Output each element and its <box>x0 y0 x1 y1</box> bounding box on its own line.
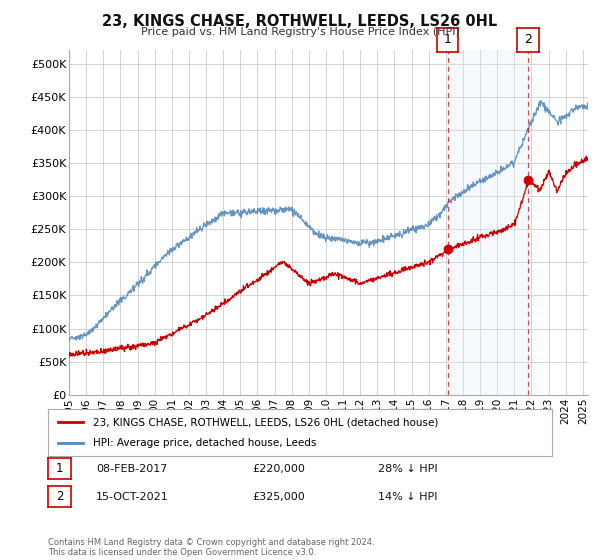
Text: 23, KINGS CHASE, ROTHWELL, LEEDS, LS26 0HL (detached house): 23, KINGS CHASE, ROTHWELL, LEEDS, LS26 0… <box>94 417 439 427</box>
Text: 2: 2 <box>524 33 532 46</box>
Text: 08-FEB-2017: 08-FEB-2017 <box>96 464 167 474</box>
Text: 14% ↓ HPI: 14% ↓ HPI <box>378 492 437 502</box>
Text: 2: 2 <box>56 490 63 503</box>
Text: Price paid vs. HM Land Registry's House Price Index (HPI): Price paid vs. HM Land Registry's House … <box>140 27 460 37</box>
Bar <box>448 50 528 395</box>
Text: 1: 1 <box>443 33 451 46</box>
Text: 28% ↓ HPI: 28% ↓ HPI <box>378 464 437 474</box>
Text: HPI: Average price, detached house, Leeds: HPI: Average price, detached house, Leed… <box>94 438 317 448</box>
Text: 23, KINGS CHASE, ROTHWELL, LEEDS, LS26 0HL: 23, KINGS CHASE, ROTHWELL, LEEDS, LS26 0… <box>103 14 497 29</box>
Text: 15-OCT-2021: 15-OCT-2021 <box>96 492 169 502</box>
Text: 1: 1 <box>56 462 63 475</box>
Text: £325,000: £325,000 <box>252 492 305 502</box>
Text: £220,000: £220,000 <box>252 464 305 474</box>
Text: Contains HM Land Registry data © Crown copyright and database right 2024.
This d: Contains HM Land Registry data © Crown c… <box>48 538 374 557</box>
